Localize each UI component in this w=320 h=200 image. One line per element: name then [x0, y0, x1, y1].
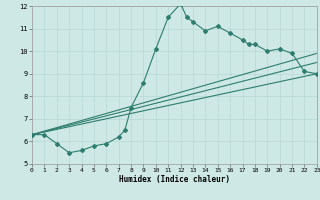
X-axis label: Humidex (Indice chaleur): Humidex (Indice chaleur) — [119, 175, 230, 184]
